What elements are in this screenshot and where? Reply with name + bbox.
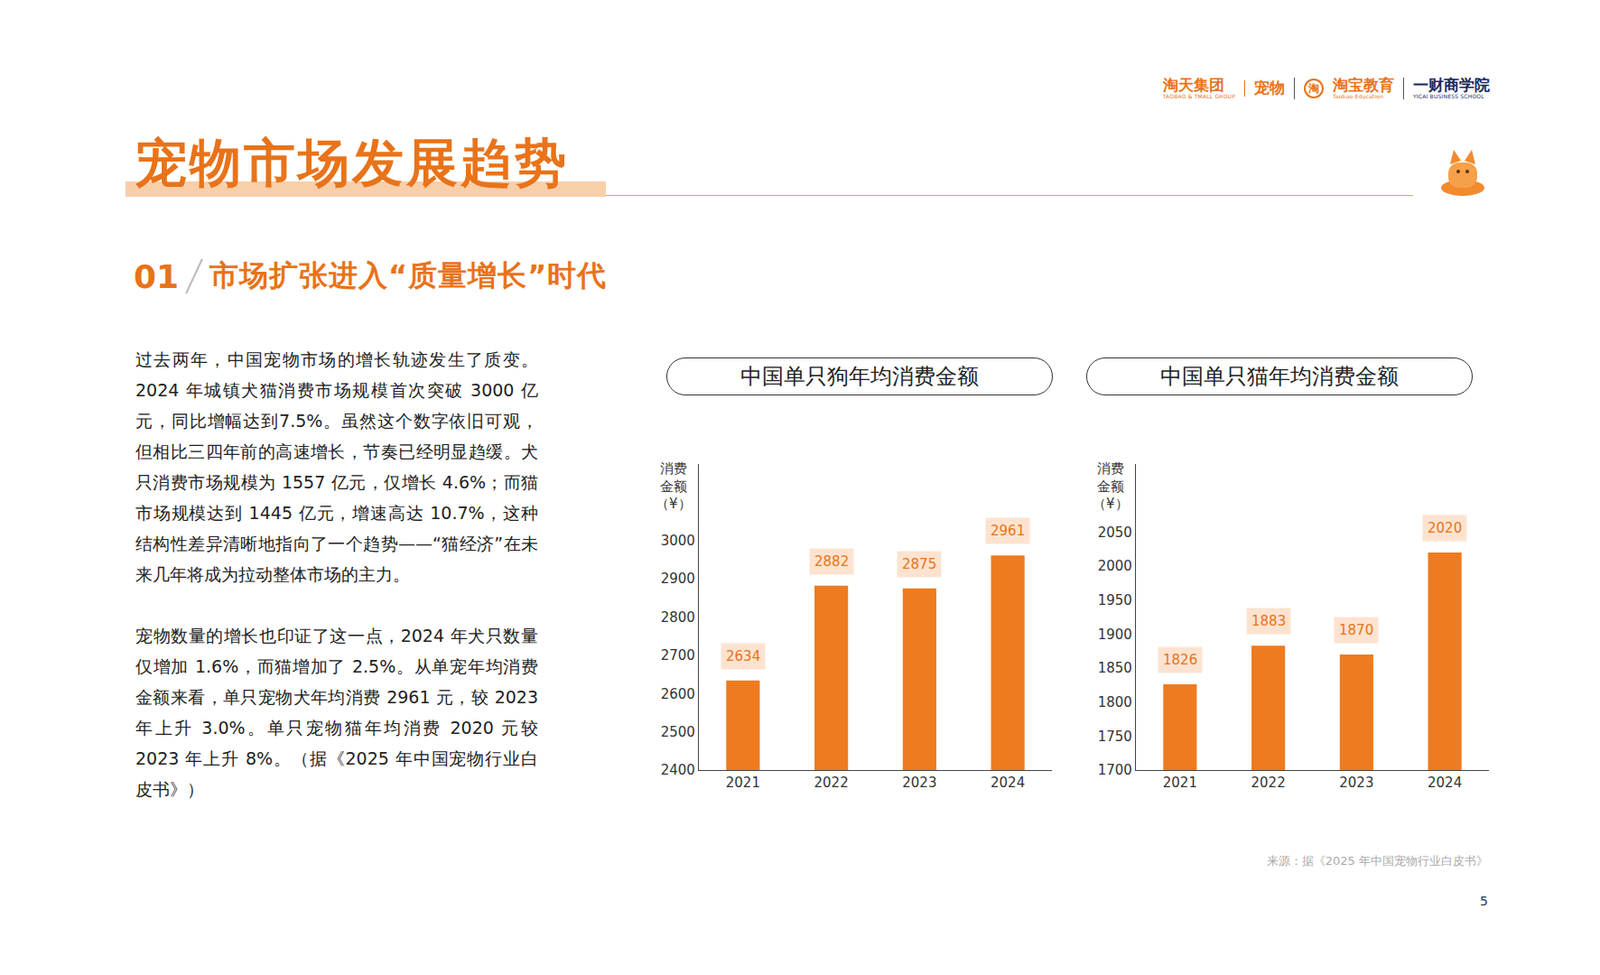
html-text:淘宝教育: 淘宝教育 (1332, 75, 1395, 94)
html-text:淘: 淘 (1308, 81, 1320, 95)
svg-text:1750: 1750 (1097, 728, 1133, 745)
svg-text:2800: 2800 (660, 609, 696, 626)
svg-text:1800: 1800 (1097, 694, 1133, 711)
svg-text:2050: 2050 (1097, 524, 1133, 541)
svg-text:2900: 2900 (660, 570, 696, 587)
html-text:5: 5 (1480, 893, 1489, 909)
svg-text:2961: 2961 (990, 522, 1025, 540)
html-text:宠物市场发展趋势: 宠物市场发展趋势 (135, 132, 569, 193)
html-text:宠物: 宠物 (1254, 78, 1285, 97)
svg-text:2024: 2024 (1427, 774, 1462, 791)
svg-text:1883: 1883 (1251, 613, 1286, 630)
svg-text:2400: 2400 (660, 762, 696, 779)
html-text:TAOBAO & TMALL GROUP: TAOBAO & TMALL GROUP (1162, 92, 1236, 100)
html-text:中国单只猫年均消费金额: 中国单只猫年均消费金额 (1160, 363, 1399, 390)
svg-text:2600: 2600 (660, 686, 696, 703)
svg-text:2634: 2634 (725, 648, 761, 665)
html-text:市场扩张进入“质量增长”时代: 市场扩张进入“质量增长”时代 (209, 258, 607, 293)
svg-text:2700: 2700 (660, 647, 696, 664)
html-text:一财商学院: 一财商学院 (1413, 75, 1490, 94)
svg-text:2875: 2875 (902, 556, 937, 573)
html-text:过去两年，中国宠物市场的增长轨迹发生了质变。2024 年城镇: 过去两年，中国宠物市场的增长轨迹发生了质变。2024 年城镇犬猫消费市场规模首次… (135, 349, 539, 585)
svg-text:3000: 3000 (660, 532, 696, 549)
svg-text:1826: 1826 (1162, 651, 1198, 669)
html-text:中国单只狗年均消费金额: 中国单只狗年均消费金额 (740, 363, 979, 390)
svg-text:1900: 1900 (1097, 626, 1133, 643)
html-text:宠物数量的增长也印证了这一点，2024 年犬只数量仅增加 1: 宠物数量的增长也印证了这一点，2024 年犬只数量仅增加 1.6%，而猫增加了 … (135, 625, 539, 800)
svg-text:2023: 2023 (902, 774, 937, 791)
html-text:来源：据《2025 年中国宠物行业白皮书》: 来源：据《2025 年中国宠物行业白皮书》 (1266, 854, 1489, 868)
svg-text:2500: 2500 (660, 724, 696, 741)
html-text:01: 01 (133, 257, 179, 295)
svg-text:消费金额（¥）: 消费金额（¥） (655, 460, 692, 512)
html-text:YICAI BUSINESS SCHOOL: YICAI BUSINESS SCHOOL (1413, 92, 1485, 100)
svg-text:1850: 1850 (1097, 660, 1133, 677)
svg-text:2022: 2022 (1251, 774, 1286, 791)
svg-text:1950: 1950 (1097, 592, 1133, 609)
svg-text:1870: 1870 (1339, 622, 1374, 639)
svg-text:1700: 1700 (1097, 762, 1133, 779)
svg-text:2023: 2023 (1339, 774, 1374, 791)
svg-text:2021: 2021 (1162, 774, 1198, 791)
svg-text:2000: 2000 (1097, 558, 1133, 575)
svg-text:2022: 2022 (814, 774, 849, 791)
html-text:淘天集团: 淘天集团 (1162, 75, 1225, 94)
svg-text:2021: 2021 (725, 774, 761, 791)
svg-text:2024: 2024 (990, 774, 1025, 791)
html-text:Taobao Education: Taobao Education (1332, 92, 1384, 100)
svg-text:消费金额（¥）: 消费金额（¥） (1092, 460, 1129, 512)
svg-text:2882: 2882 (814, 553, 849, 570)
svg-text:2020: 2020 (1427, 520, 1462, 537)
